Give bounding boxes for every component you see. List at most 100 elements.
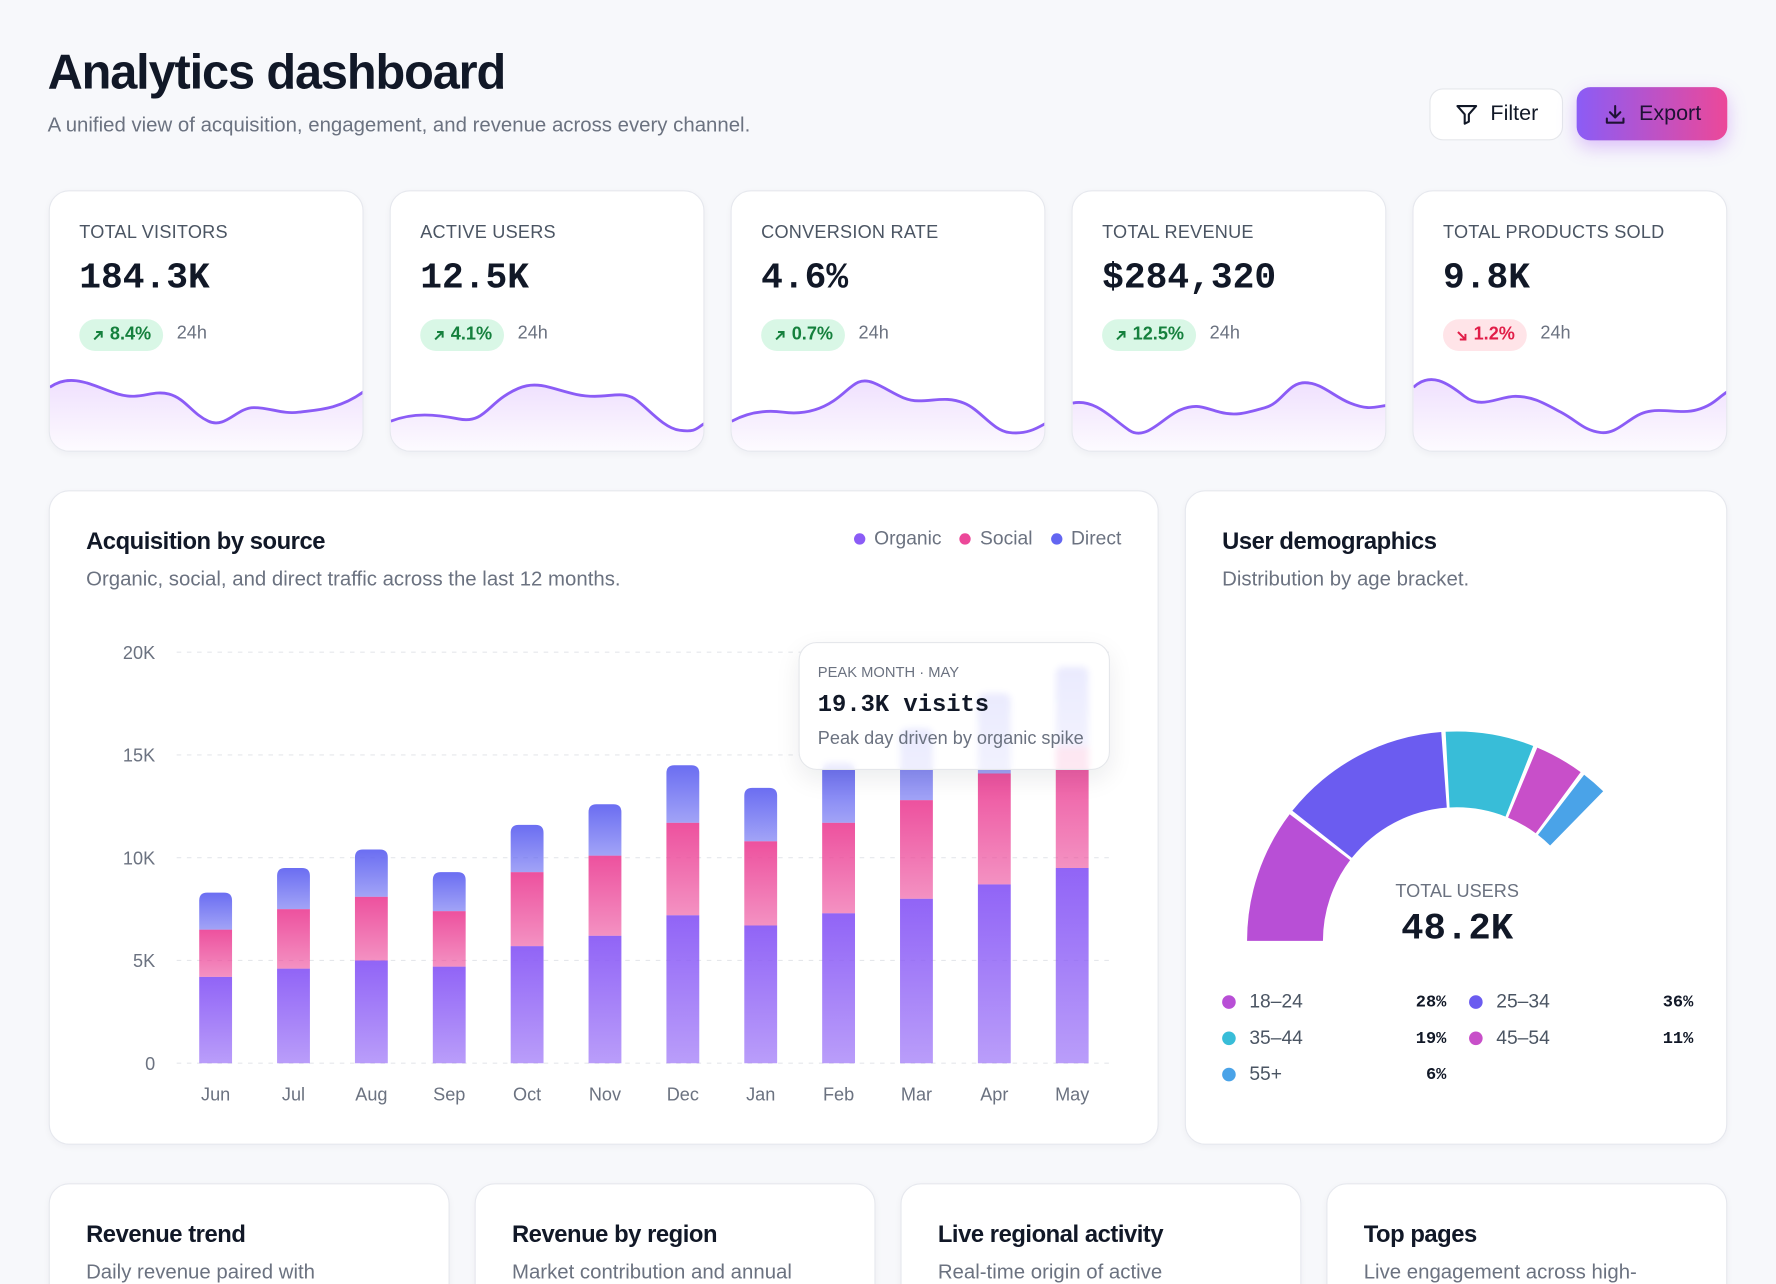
legend-value: 11% bbox=[1662, 1028, 1694, 1048]
bar-segment bbox=[277, 909, 310, 969]
filter-label: Filter bbox=[1490, 101, 1539, 126]
bar-segment bbox=[354, 849, 388, 897]
trend-icon bbox=[1116, 330, 1126, 340]
bar-segment bbox=[588, 804, 622, 856]
bar-segment bbox=[432, 966, 466, 1064]
demographics-chart bbox=[1247, 731, 1604, 941]
sparkline bbox=[390, 383, 704, 451]
kpi-label: CONVERSION RATE bbox=[761, 223, 939, 243]
kpi-change: 1.2% bbox=[1473, 324, 1515, 345]
kpi-change: 4.1% bbox=[450, 324, 493, 345]
kpi-label: TOTAL PRODUCTS SOLD bbox=[1442, 223, 1665, 243]
summary-card: Revenue by region Market contribution and… bbox=[474, 1183, 876, 1284]
legend-dot bbox=[1222, 995, 1236, 1009]
donut-segment bbox=[1537, 774, 1604, 846]
legend-item: 55+ 6% bbox=[1222, 1061, 1446, 1088]
legend-label: 25–34 bbox=[1496, 990, 1550, 1013]
sparkline-area bbox=[390, 385, 704, 451]
kpi-period: 24h bbox=[517, 323, 548, 344]
page-subtitle: A unified view of acquisition, engagemen… bbox=[47, 113, 751, 136]
legend-dot bbox=[1222, 1031, 1236, 1046]
y-tick-label: 15K bbox=[123, 746, 155, 766]
legend-dot bbox=[1469, 1031, 1483, 1046]
x-tick-label: Feb bbox=[823, 1085, 854, 1105]
bar-segment bbox=[1055, 867, 1089, 1064]
legend-label: Organic bbox=[874, 527, 942, 550]
bar-segment bbox=[900, 898, 933, 1064]
bar-segment bbox=[510, 946, 544, 1064]
y-tick-label: 0 bbox=[145, 1054, 155, 1074]
kpi-card: TOTAL PRODUCTS SOLD 9.8K 1.2% 24h bbox=[1412, 190, 1728, 452]
bar-segment bbox=[588, 855, 622, 936]
sparkline-area bbox=[731, 381, 1045, 451]
kpi-badge: 4.1% bbox=[420, 319, 505, 352]
legend-dot bbox=[959, 533, 971, 545]
tooltip-value: 19.3K visits bbox=[817, 692, 990, 719]
kpi-label: TOTAL VISITORS bbox=[79, 223, 228, 243]
x-tick-label: Sep bbox=[433, 1085, 465, 1105]
kpi-badge: 8.4% bbox=[79, 319, 164, 352]
bar-segment bbox=[510, 824, 544, 873]
trend-icon bbox=[434, 330, 444, 340]
x-tick-label: Jun bbox=[201, 1085, 230, 1105]
acquisition-card: Acquisition by source Organic, social, a… bbox=[48, 490, 1159, 1145]
kpi-card: TOTAL REVENUE $284,320 12.5% 24h bbox=[1071, 190, 1387, 452]
kpi-value: 9.8K bbox=[1442, 257, 1530, 299]
filter-button[interactable]: Filter bbox=[1429, 88, 1564, 141]
kpi-period: 24h bbox=[1540, 323, 1571, 344]
trend-arrow bbox=[93, 330, 103, 340]
card-subtitle: Daily revenue paired with bbox=[86, 1260, 316, 1283]
bar-segment bbox=[588, 935, 622, 1064]
donut-segment bbox=[1508, 747, 1581, 834]
kpi-period: 24h bbox=[176, 323, 207, 344]
page-title: Analytics dashboard bbox=[47, 45, 507, 100]
trend-icon bbox=[93, 330, 103, 340]
tooltip-text: Peak day driven by organic spike bbox=[817, 729, 1084, 749]
kpi-card: TOTAL VISITORS 184.3K 8.4% 24h bbox=[48, 190, 364, 452]
bar-segment bbox=[277, 968, 310, 1064]
trend-arrow bbox=[1457, 330, 1467, 340]
sparkline-line bbox=[731, 379, 1045, 435]
sparkline bbox=[1413, 378, 1727, 451]
kpi-change: 12.5% bbox=[1132, 324, 1185, 345]
legend-value: 19% bbox=[1415, 1028, 1447, 1048]
acquisition-chart: 0 5K 10K 15K 20K Jun Jul Aug Sep Oct Nov Dec Jan Feb M… bbox=[123, 643, 1112, 1105]
x-tick-label: May bbox=[1055, 1085, 1090, 1105]
tooltip: PEAK MONTH · MAY 19.3K visits Peak day d… bbox=[798, 642, 1110, 770]
sparkline-line bbox=[1072, 381, 1386, 435]
kpi-value: 12.5K bbox=[420, 257, 529, 299]
sparkline-area bbox=[1072, 382, 1386, 451]
sparkline-line bbox=[1413, 378, 1727, 434]
bar-segment bbox=[199, 892, 233, 930]
bar-segment bbox=[744, 841, 778, 926]
trend-arrow bbox=[775, 330, 785, 340]
bar-segment bbox=[822, 913, 856, 1064]
x-tick-label: Oct bbox=[513, 1085, 541, 1105]
bar-segment bbox=[900, 800, 933, 899]
bar-segment bbox=[277, 867, 310, 910]
export-button[interactable]: Export bbox=[1576, 87, 1728, 141]
bar-segment bbox=[199, 929, 233, 977]
donut-segment bbox=[1292, 732, 1447, 858]
trend-arrow bbox=[1116, 330, 1126, 340]
summary-card: Live regional activity Real-time origin o… bbox=[900, 1183, 1302, 1284]
summary-card: Revenue trend Daily revenue paired with bbox=[48, 1183, 450, 1284]
legend-item: 35–44 19% bbox=[1222, 1025, 1446, 1052]
card-subtitle: Live engagement across high- bbox=[1363, 1260, 1637, 1283]
kpi-badge: 0.7% bbox=[761, 319, 846, 352]
legend-label: 45–54 bbox=[1496, 1026, 1550, 1049]
kpi-badge: 1.2% bbox=[1442, 319, 1528, 352]
kpi-value: $284,320 bbox=[1102, 257, 1277, 299]
bar-segment bbox=[354, 896, 388, 961]
legend-dot bbox=[1222, 1067, 1236, 1082]
kpi-period: 24h bbox=[1209, 323, 1240, 344]
sparkline bbox=[1072, 381, 1386, 451]
card-title: Revenue by region bbox=[511, 1221, 718, 1248]
kpi-period: 24h bbox=[858, 323, 889, 344]
bar-segment bbox=[666, 822, 700, 916]
legend-dot bbox=[853, 533, 866, 545]
sparkline-area bbox=[1413, 379, 1727, 451]
y-tick-label: 10K bbox=[123, 848, 155, 868]
